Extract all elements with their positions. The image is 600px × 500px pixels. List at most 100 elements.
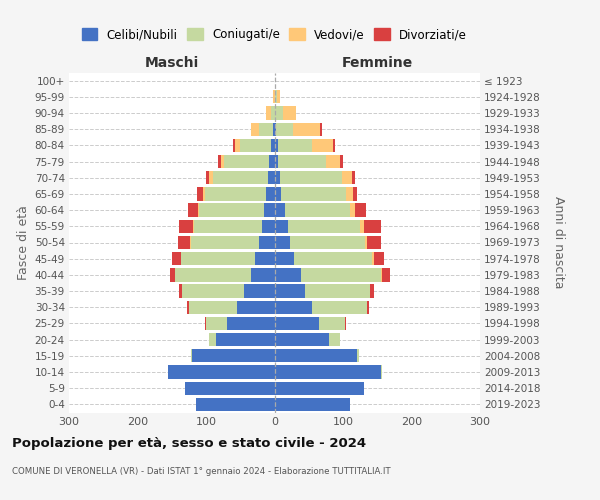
Bar — [341, 171, 352, 184]
Bar — [209, 171, 213, 184]
Bar — [364, 220, 380, 233]
Bar — [277, 90, 280, 104]
Bar — [345, 317, 346, 330]
Bar — [244, 284, 275, 298]
Bar — [266, 106, 271, 120]
Bar — [197, 188, 203, 200]
Bar — [235, 138, 240, 152]
Bar — [278, 138, 312, 152]
Bar — [326, 155, 340, 168]
Bar — [275, 252, 293, 266]
Bar — [275, 333, 329, 346]
Bar — [367, 300, 369, 314]
Bar — [193, 349, 275, 362]
Bar — [240, 138, 271, 152]
Bar — [356, 349, 359, 362]
Bar — [273, 90, 275, 104]
Bar — [170, 268, 175, 281]
Bar — [182, 284, 244, 298]
Bar — [365, 236, 367, 249]
Bar — [275, 188, 281, 200]
Bar — [275, 171, 280, 184]
Bar — [203, 188, 205, 200]
Bar — [301, 268, 382, 281]
Bar — [205, 317, 206, 330]
Legend: Celibi/Nubili, Coniugati/e, Vedovi/e, Divorziati/e: Celibi/Nubili, Coniugati/e, Vedovi/e, Di… — [80, 26, 469, 44]
Bar — [191, 236, 259, 249]
Bar — [193, 220, 194, 233]
Bar — [275, 138, 278, 152]
Bar — [275, 122, 276, 136]
Bar — [288, 220, 360, 233]
Bar — [367, 236, 380, 249]
Text: Popolazione per età, sesso e stato civile - 2024: Popolazione per età, sesso e stato civil… — [12, 438, 366, 450]
Bar — [275, 106, 283, 120]
Bar — [275, 382, 364, 395]
Bar — [275, 300, 312, 314]
Bar — [340, 155, 343, 168]
Bar — [275, 155, 278, 168]
Bar — [293, 252, 373, 266]
Bar — [355, 204, 365, 217]
Bar — [290, 236, 365, 249]
Bar — [179, 220, 193, 233]
Bar — [353, 188, 356, 200]
Text: COMUNE DI VERONELLA (VR) - Dati ISTAT 1° gennaio 2024 - Elaborazione TUTTITALIA.: COMUNE DI VERONELLA (VR) - Dati ISTAT 1°… — [12, 468, 391, 476]
Bar — [190, 236, 191, 249]
Bar — [273, 122, 275, 136]
Bar — [251, 122, 259, 136]
Bar — [373, 252, 374, 266]
Bar — [380, 366, 382, 378]
Bar — [275, 204, 285, 217]
Bar — [198, 204, 199, 217]
Bar — [280, 171, 341, 184]
Bar — [227, 317, 275, 330]
Bar — [178, 236, 190, 249]
Bar — [205, 188, 266, 200]
Bar — [305, 284, 370, 298]
Bar — [188, 204, 198, 217]
Bar — [271, 106, 275, 120]
Bar — [216, 333, 275, 346]
Bar — [175, 268, 251, 281]
Bar — [269, 155, 275, 168]
Y-axis label: Anni di nascita: Anni di nascita — [552, 196, 565, 288]
Text: Femmine: Femmine — [341, 56, 413, 70]
Bar — [320, 122, 322, 136]
Bar — [196, 398, 275, 411]
Bar — [189, 300, 237, 314]
Bar — [275, 236, 290, 249]
Bar — [179, 284, 182, 298]
Bar — [293, 122, 320, 136]
Bar — [281, 188, 346, 200]
Bar — [352, 171, 355, 184]
Bar — [167, 366, 169, 378]
Bar — [256, 252, 275, 266]
Bar — [350, 204, 355, 217]
Bar — [268, 171, 275, 184]
Bar — [209, 333, 216, 346]
Bar — [206, 171, 209, 184]
Bar — [172, 252, 181, 266]
Bar — [275, 366, 380, 378]
Bar — [374, 252, 384, 266]
Bar — [333, 138, 335, 152]
Bar — [312, 300, 367, 314]
Bar — [275, 268, 301, 281]
Bar — [191, 349, 193, 362]
Bar — [275, 220, 288, 233]
Bar — [312, 138, 333, 152]
Bar — [360, 220, 364, 233]
Bar — [206, 317, 227, 330]
Bar — [233, 138, 235, 152]
Bar — [266, 188, 275, 200]
Bar — [185, 382, 275, 395]
Bar — [329, 333, 340, 346]
Bar — [275, 349, 356, 362]
Bar — [264, 204, 275, 217]
Text: Maschi: Maschi — [145, 56, 199, 70]
Bar — [218, 155, 221, 168]
Bar — [199, 204, 264, 217]
Bar — [370, 284, 374, 298]
Bar — [251, 268, 275, 281]
